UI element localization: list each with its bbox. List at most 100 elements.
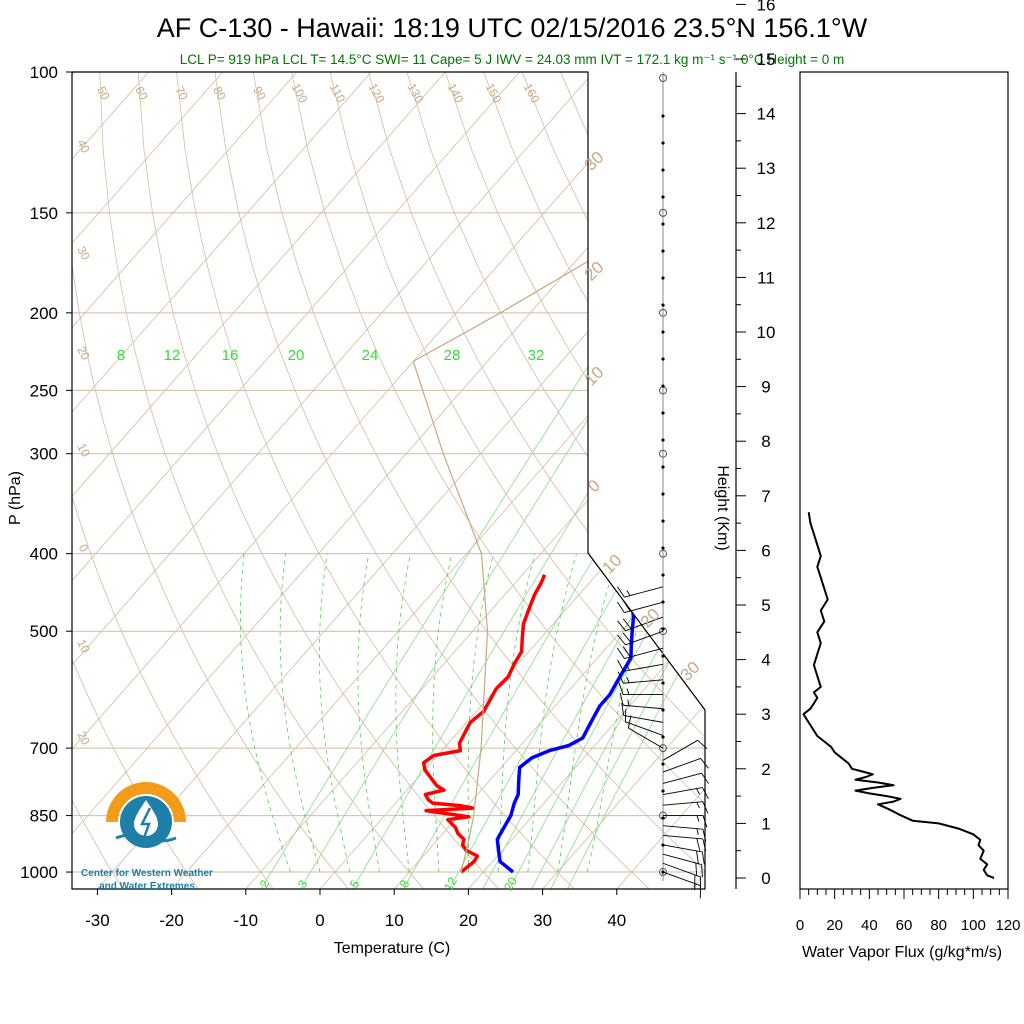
moist-adiabat-line (318, 553, 351, 873)
water-vapor-flux-panel: 0 20 40 60 80 100 120 (796, 71, 1021, 934)
mixing-ratio-line (567, 361, 705, 889)
barb-level-circle (659, 74, 667, 82)
isotherm-label: 30 (677, 658, 704, 685)
barb-level-dot (661, 384, 665, 388)
height-tick-label: 3 (761, 705, 770, 724)
moist-adiabat-line (467, 553, 494, 872)
isotherm-label: 10 (581, 363, 608, 390)
isotherm-line (72, 72, 298, 889)
isotherm-line (97, 72, 705, 889)
dry-adiabat-label: 140 (445, 81, 467, 106)
dry-adiabat-line (176, 72, 575, 889)
dry-adiabat-label: 130 (405, 81, 427, 106)
barb-level-circle (659, 868, 667, 877)
mixing-ratio-label: 8 (117, 347, 125, 364)
height-tick-label: 2 (761, 760, 770, 779)
wind-barb-flag (617, 671, 624, 684)
wind-barb-flag (697, 739, 708, 750)
wind-barb-flag (619, 692, 624, 706)
water-vapor-flux-line (802, 512, 995, 879)
wind-barb-halfflag (696, 828, 699, 835)
wind-barb-flag (627, 715, 632, 729)
mixing-ratio-label: 16 (222, 347, 239, 364)
dry-adiabat-line (72, 72, 199, 889)
wind-barb-flag (700, 758, 709, 769)
isotherm-line (72, 72, 520, 889)
height-tick-label: 5 (761, 596, 770, 615)
temperature-line (421, 574, 547, 874)
logo-text-line1: Center for Western Weather (81, 868, 213, 879)
wind-barb-halfflag (626, 688, 630, 695)
dry-adiabat-label: 60 (132, 84, 151, 103)
logo-wave-icon (115, 833, 177, 843)
flux-x-tick-label: 120 (995, 917, 1020, 934)
wind-barb-halfflag (696, 802, 700, 809)
wind-barb-flag (702, 838, 707, 852)
mixing-ratio-label: 24 (362, 347, 379, 364)
mixing-ratio-label: 12 (164, 347, 181, 364)
wind-barb-flag (622, 646, 631, 658)
moist-adiabat-line (357, 553, 380, 873)
dry-adiabat-line (137, 72, 500, 889)
wind-barb-shaft (662, 825, 703, 830)
barb-level-circle (659, 208, 667, 217)
dry-adiabat-line (72, 72, 124, 889)
p-tick-label: 100 (30, 63, 58, 82)
wind-barb-halfflag (696, 815, 700, 822)
flux-x-tick-label: 40 (861, 917, 878, 934)
dry-adiabat-label: 100 (289, 81, 311, 106)
isotherm-line (72, 72, 446, 889)
wind-barb-shaft (628, 727, 664, 749)
isotherm-label: 20 (74, 344, 93, 363)
isotherm-label: 20 (74, 729, 93, 748)
wind-barb-halfflag (696, 788, 700, 795)
dry-adiabat-line (214, 72, 650, 889)
wind-barb-halfflag (627, 699, 630, 706)
x-tick-label: 30 (533, 911, 552, 930)
x-tick-label: 0 (315, 911, 324, 930)
barb-level-dot (661, 276, 665, 280)
height-tick-label: 9 (761, 378, 770, 397)
wind-barb-shaft (623, 704, 664, 710)
wind-barb-flag (701, 787, 709, 799)
barb-level-dot (661, 735, 665, 739)
wind-barb-shaft (625, 721, 664, 736)
p-tick-label: 500 (30, 622, 58, 641)
dewpoint-line (495, 574, 636, 874)
height-tick-label: 11 (757, 268, 775, 287)
moist-adiabat-line (557, 553, 619, 873)
barb-level-dot (661, 411, 665, 415)
dry-adiabat-label: 50 (94, 84, 113, 103)
isotherm-label: 20 (637, 605, 664, 632)
isotherm-line (72, 72, 705, 889)
mixing-ratio-label: 20 (501, 874, 520, 893)
p-tick-label: 150 (30, 204, 58, 223)
barb-level-dot (661, 195, 665, 199)
wind-barb-shaft (623, 714, 664, 723)
isotherm-line (542, 72, 705, 889)
isotherm-line (690, 72, 705, 889)
flux-x-tick-label: 100 (961, 917, 986, 934)
height-tick-label: 12 (757, 214, 776, 233)
barb-level-dot (661, 357, 665, 361)
p-tick-label: 700 (30, 739, 58, 758)
wind-barb-flag (618, 682, 624, 695)
mixing-ratio-line (550, 361, 705, 889)
wind-barb-flag (617, 620, 626, 631)
dry-adiabat-label: 160 (521, 81, 543, 106)
dry-adiabat-label: 70 (172, 84, 191, 103)
wind-barb-flag (622, 600, 631, 612)
mixing-ratio-label: 20 (288, 347, 305, 364)
isotherm-line (765, 72, 1024, 889)
mixing-ratio-line (509, 361, 705, 889)
x-tick-label: -10 (234, 911, 259, 930)
wind-barb-flag (622, 632, 632, 644)
moist-adiabat-line (527, 553, 577, 873)
wind-barb-flag (695, 862, 698, 876)
wind-barb-flag (617, 634, 626, 646)
dry-adiabat-line (291, 72, 705, 889)
logo-text-line2: and Water Extremes (99, 881, 195, 892)
height-tick-label: 13 (757, 159, 776, 178)
wind-barb-shaft (623, 679, 664, 684)
